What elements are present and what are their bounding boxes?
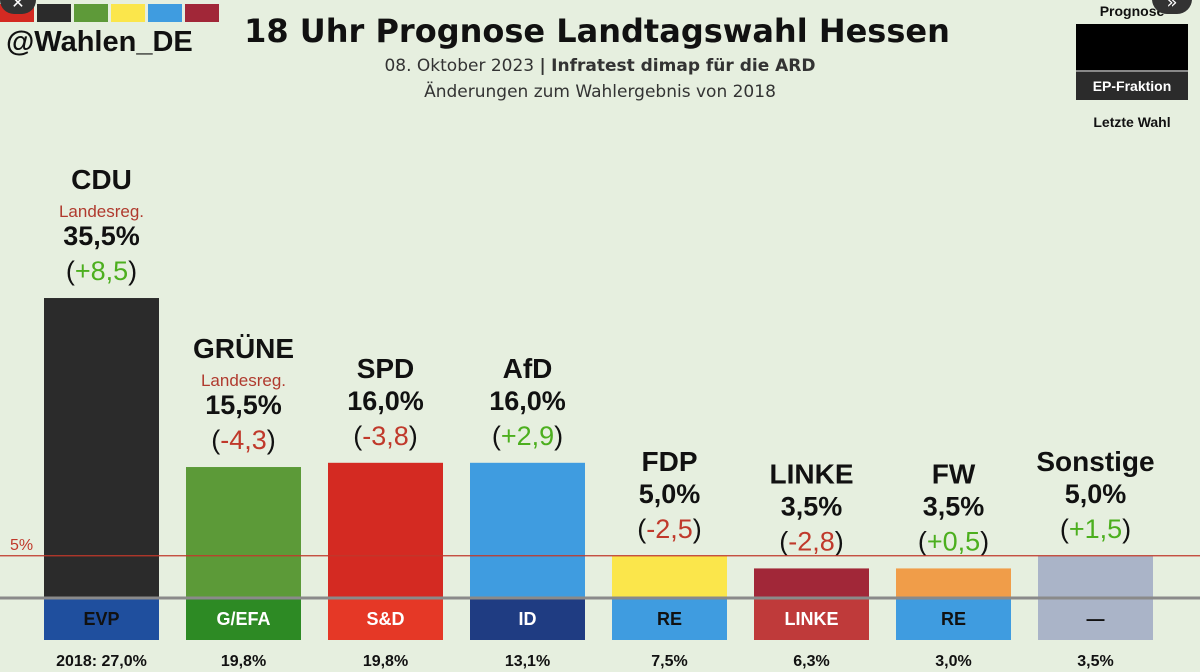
subtitle: 08. Oktober 2023 | Infratest dimap für d… bbox=[0, 56, 1200, 76]
value-label: 5,0% bbox=[1065, 479, 1127, 509]
ep-group-label: RE bbox=[941, 609, 966, 629]
previous-result-label: 6,3% bbox=[793, 653, 829, 670]
bar bbox=[470, 462, 585, 598]
bar bbox=[612, 555, 727, 598]
value-label: 16,0% bbox=[347, 386, 424, 416]
party-label: SPD bbox=[357, 353, 415, 384]
ep-group-box bbox=[1038, 598, 1153, 640]
brand-swatches bbox=[0, 4, 222, 22]
ep-group-label: LINKE bbox=[785, 609, 839, 629]
previous-result-label: 13,1% bbox=[505, 653, 550, 670]
ep-group-box bbox=[328, 598, 443, 640]
change-label: (+8,5) bbox=[66, 256, 137, 286]
bar bbox=[186, 467, 301, 598]
change-label: (+2,9) bbox=[492, 421, 563, 451]
ep-group-label: EVP bbox=[83, 609, 119, 629]
bar bbox=[44, 298, 159, 598]
subtitle-changes: Änderungen zum Wahlergebnis von 2018 bbox=[424, 82, 776, 102]
party-label: GRÜNE bbox=[193, 333, 294, 364]
previous-result-label: 3,5% bbox=[1077, 653, 1113, 670]
value-label: 5,0% bbox=[639, 479, 701, 509]
government-note: Landesreg. bbox=[201, 371, 286, 390]
ep-group-box bbox=[186, 598, 301, 640]
ep-group-box bbox=[896, 598, 1011, 640]
ep-group-label: S&D bbox=[366, 609, 404, 629]
close-icon[interactable]: ✕ bbox=[0, 0, 36, 14]
change-label: (+1,5) bbox=[1060, 514, 1131, 544]
value-label: 15,5% bbox=[205, 390, 282, 420]
bar bbox=[896, 568, 1011, 598]
value-label: 35,5% bbox=[63, 221, 140, 251]
previous-result-label: 19,8% bbox=[221, 653, 266, 670]
party-label: FW bbox=[932, 458, 976, 489]
value-label: 16,0% bbox=[489, 386, 566, 416]
account-handle: @Wahlen_DE bbox=[6, 26, 193, 58]
value-label: 3,5% bbox=[781, 491, 843, 521]
change-label: (-2,8) bbox=[779, 526, 844, 556]
legend-last-election-label: Letzte Wahl bbox=[1093, 114, 1171, 130]
party-label: CDU bbox=[71, 164, 132, 195]
ep-group-box bbox=[612, 598, 727, 640]
change-label: (-3,8) bbox=[353, 421, 418, 451]
change-label: (-4,3) bbox=[211, 425, 276, 455]
page-title: 18 Uhr Prognose Landtagswahl Hessen bbox=[244, 12, 950, 50]
brand-swatch bbox=[74, 4, 108, 22]
value-label: 3,5% bbox=[923, 491, 985, 521]
party-label: AfD bbox=[503, 353, 553, 384]
subtitle-date: 08. Oktober 2023 bbox=[384, 56, 535, 76]
previous-result-label: 3,0% bbox=[935, 653, 971, 670]
ep-group-box bbox=[44, 598, 159, 640]
threshold-label: 5% bbox=[10, 537, 33, 554]
party-label: Sonstige bbox=[1036, 446, 1154, 477]
subtitle-source: Infratest dimap für die ARD bbox=[551, 56, 816, 76]
legend: Prognose EP-Fraktion Letzte Wahl bbox=[1076, 0, 1188, 130]
ep-group-label: ID bbox=[519, 609, 537, 629]
bar bbox=[754, 568, 869, 598]
party-label: LINKE bbox=[770, 458, 854, 489]
ep-group-box bbox=[470, 598, 585, 640]
ep-group-label: — bbox=[1087, 609, 1105, 629]
previous-result-label: 7,5% bbox=[651, 653, 687, 670]
legend-ep-label: EP-Fraktion bbox=[1076, 70, 1188, 100]
government-note: Landesreg. bbox=[59, 202, 144, 221]
brand-swatch bbox=[148, 4, 182, 22]
brand-swatch bbox=[111, 4, 145, 22]
ep-group-label: G/EFA bbox=[216, 609, 270, 629]
bar bbox=[328, 462, 443, 598]
legend-prognose-label: Prognose bbox=[1099, 3, 1165, 19]
ep-group-label: RE bbox=[657, 609, 682, 629]
subtitle-separator: | bbox=[539, 56, 546, 76]
previous-result-label: 2018: 27,0% bbox=[56, 653, 147, 670]
chevron-double-right-icon[interactable]: » bbox=[1152, 0, 1192, 14]
ep-group-box bbox=[754, 598, 869, 640]
party-label: FDP bbox=[642, 446, 698, 477]
brand-swatch bbox=[185, 4, 219, 22]
change-label: (-2,5) bbox=[637, 514, 702, 544]
change-label: (+0,5) bbox=[918, 526, 989, 556]
bar bbox=[1038, 555, 1153, 598]
brand-swatch bbox=[37, 4, 71, 22]
legend-prognose-swatch bbox=[1076, 24, 1188, 70]
previous-result-label: 19,8% bbox=[363, 653, 408, 670]
